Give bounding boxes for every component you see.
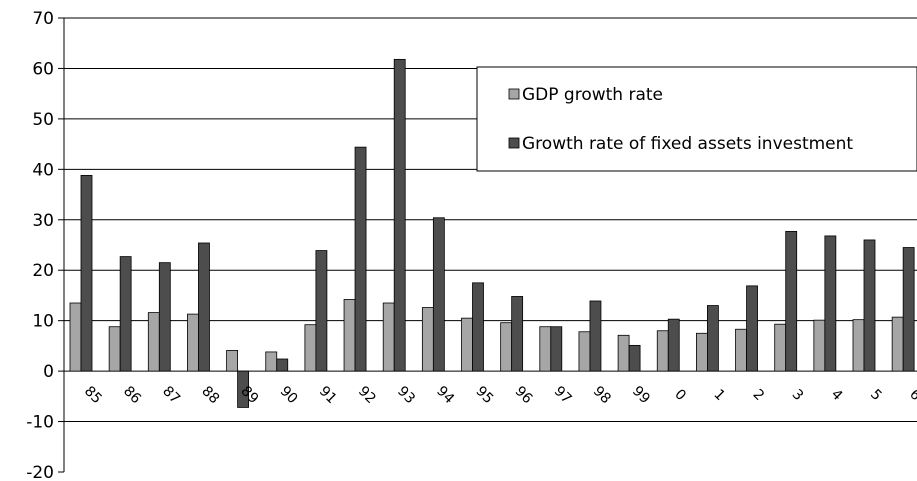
legend-label-gdp: GDP growth rate <box>522 85 663 105</box>
bar-fixed-assets-growth <box>158 262 171 372</box>
bar-gdp-growth <box>539 326 552 372</box>
legend: GDP growth rate Growth rate of fixed ass… <box>476 66 917 172</box>
bars <box>69 58 915 408</box>
bar-fixed-assets-growth <box>863 239 876 372</box>
bar-fixed-assets-growth <box>315 250 328 372</box>
bar-fixed-assets-growth <box>432 217 445 372</box>
bar-fixed-assets-growth <box>902 247 915 372</box>
x-tick-label: 91 <box>316 383 340 407</box>
bar-gdp-growth <box>304 324 317 372</box>
y-tick-label: 0 <box>43 362 54 382</box>
bar-gdp-growth <box>735 328 747 372</box>
bar-fixed-assets-growth <box>628 344 641 372</box>
y-tick-label: -20 <box>26 463 54 481</box>
x-tick-label: 99 <box>629 383 653 407</box>
x-tick-label: 95 <box>472 383 496 407</box>
x-tick-label: 93 <box>394 383 418 407</box>
bar-fixed-assets-growth <box>80 174 93 372</box>
x-tick-label: 96 <box>512 383 536 407</box>
bar-gdp-growth <box>852 319 865 372</box>
x-tick-label: 1 <box>710 386 728 404</box>
bar-gdp-growth <box>696 332 708 372</box>
x-tick-label: 90 <box>277 383 301 407</box>
x-tick-label: 94 <box>433 383 457 407</box>
bar-gdp-growth <box>891 316 904 372</box>
bar-fixed-assets-growth <box>824 235 837 372</box>
bar-gdp-growth <box>69 302 82 372</box>
bar-fixed-assets-growth <box>667 318 680 372</box>
bar-fixed-assets-growth <box>393 58 406 372</box>
bar-gdp-growth <box>343 299 356 372</box>
y-tick-label: 70 <box>32 9 54 29</box>
bar-fixed-assets-growth <box>237 370 250 408</box>
bar-fixed-assets-growth <box>785 230 798 372</box>
y-tick-label: 60 <box>32 59 54 79</box>
x-tick-label: 86 <box>120 383 144 407</box>
y-tick-label: 40 <box>32 160 54 180</box>
bar-fixed-assets-growth <box>276 358 289 372</box>
bar-gdp-growth <box>461 317 473 372</box>
y-tick-label: 30 <box>32 211 54 231</box>
bar-gdp-growth <box>187 313 199 372</box>
y-tick-label: 20 <box>32 261 54 281</box>
bar-gdp-growth <box>265 351 278 372</box>
x-tick-label: 92 <box>355 383 379 407</box>
bar-gdp-growth <box>382 302 395 372</box>
bar-fixed-assets-growth <box>472 282 484 372</box>
bar-fixed-assets-growth <box>354 146 367 372</box>
bar-gdp-growth <box>774 323 787 372</box>
x-tick-label: 87 <box>159 383 183 407</box>
bar-fixed-assets-growth <box>746 285 758 372</box>
legend-box <box>476 66 917 172</box>
x-tick-label: 6 <box>906 386 917 404</box>
y-tick-labels: 70 60 50 40 30 20 10 0 -10 -20 <box>26 9 54 481</box>
x-tick-label: 98 <box>590 383 614 407</box>
x-tick-label: 88 <box>198 383 222 407</box>
x-tick-label: 0 <box>671 386 689 404</box>
x-tick-label: 97 <box>551 383 575 407</box>
bar-fixed-assets-growth <box>119 256 132 372</box>
bar-fixed-assets-growth <box>511 296 524 372</box>
x-tick-label: 85 <box>81 383 105 407</box>
bar-gdp-growth <box>500 322 513 372</box>
bar-fixed-assets-growth <box>589 300 602 372</box>
x-tick-label: 5 <box>867 386 885 404</box>
bar-gdp-growth <box>617 334 630 372</box>
bar-fixed-assets-growth <box>198 242 210 372</box>
bar-fixed-assets-growth <box>707 305 719 372</box>
legend-label-fixed-assets: Growth rate of fixed assets investment <box>522 134 853 154</box>
x-tick-label: 4 <box>828 386 846 404</box>
bar-gdp-growth <box>421 307 434 372</box>
x-tick-label: 2 <box>750 386 768 404</box>
bar-gdp-growth <box>226 350 239 372</box>
bar-gdp-growth <box>656 330 669 372</box>
legend-swatch-gdp <box>508 88 520 100</box>
bar-gdp-growth <box>147 312 160 372</box>
y-tick-label: -10 <box>26 413 54 433</box>
bar-gdp-growth <box>108 326 121 372</box>
legend-swatch-fixed-assets <box>508 137 520 149</box>
x-tick-label: 3 <box>789 386 807 404</box>
y-tick-label: 10 <box>32 312 54 332</box>
x-tick-labels: 85 86 87 88 89 90 91 92 93 94 95 96 97 98 99 0 1 2 3 4 5 6 <box>81 383 917 407</box>
bar-gdp-growth <box>813 319 826 372</box>
bar-gdp-growth <box>578 331 591 372</box>
bar-fixed-assets-growth <box>550 326 563 372</box>
y-tick-label: 50 <box>32 110 54 130</box>
